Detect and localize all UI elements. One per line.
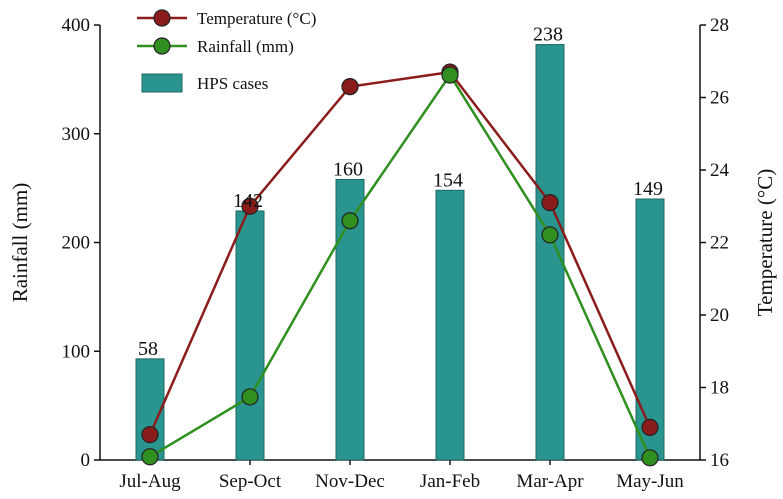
x-tick-label: Jan-Feb: [420, 471, 480, 492]
hps-cases-bar: [435, 189, 465, 461]
temperature-point: [641, 418, 659, 436]
rainfall-point: [341, 212, 359, 230]
x-tick-label: Nov-Dec: [315, 471, 385, 492]
rainfall-point: [541, 226, 559, 244]
hps-cases-bar-label: 154: [433, 169, 463, 191]
y2-tick-label: 26: [710, 88, 729, 109]
hps-cases-bar: [635, 198, 665, 461]
temperature-point: [241, 197, 259, 215]
rainfall-line: [149, 72, 652, 459]
rainfall-point: [641, 449, 659, 467]
y2-tick-label: 16: [710, 450, 729, 471]
hps-cases-bar-label: 58: [138, 338, 158, 360]
y-tick-label: 200: [62, 233, 91, 254]
rainfall-point: [141, 448, 159, 466]
temperature-point: [141, 426, 159, 444]
legend: Temperature (°C) Rainfall (mm) HPS cases: [137, 9, 316, 93]
legend-rainfall-label: Rainfall (mm): [197, 37, 294, 56]
legend-temperature-label: Temperature (°C): [197, 9, 316, 28]
hps-cases-bar-label: 160: [333, 158, 363, 180]
y2-tick-label: 28: [710, 15, 729, 36]
y2-axis-title: Temperature (°C): [753, 169, 777, 316]
y2-tick-label: 24: [710, 160, 730, 181]
y-tick-label: 300: [62, 124, 91, 145]
x-tick-label: Sep-Oct: [219, 471, 282, 492]
hps-cases-bar: [535, 44, 565, 461]
x-tick-label: Mar-Apr: [516, 471, 584, 492]
y2-tick-label: 20: [710, 305, 729, 326]
temperature-line: [148, 70, 652, 436]
data-labels: 58 142 160 154 238 149: [138, 24, 663, 360]
temperature-point: [341, 78, 359, 96]
y2-tick-label: 18: [710, 378, 729, 399]
x-tick-label: Jul-Aug: [119, 471, 181, 492]
rainfall-point: [241, 388, 259, 406]
legend-rainfall-marker: [153, 37, 171, 55]
rainfall-point: [441, 66, 459, 84]
legend-hps-cases-swatch: [141, 73, 183, 93]
y-tick-label: 100: [62, 341, 91, 362]
y-axis-title: Rainfall (mm): [8, 183, 32, 303]
y-tick-label: 0: [81, 450, 91, 471]
x-tick-label: May-Jun: [616, 471, 684, 492]
hps-cases-bar: [235, 210, 265, 461]
y-tick-label: 400: [62, 15, 91, 36]
hps-cases-bar-label: 149: [633, 178, 663, 200]
hps-cases-bar-label: 142: [233, 190, 263, 212]
temperature-point: [541, 194, 559, 212]
legend-temperature-marker: [153, 9, 171, 27]
hps-cases-bar-label: 238: [533, 24, 563, 46]
series-lines: [141, 63, 659, 467]
legend-hps-cases-label: HPS cases: [197, 74, 268, 93]
axes: 0 100 200 300 400 16 18 20 22 24 26 28 Jul-Aug Sep-Oc…: [8, 15, 777, 492]
bars: [135, 44, 665, 461]
y2-tick-label: 22: [710, 233, 729, 254]
